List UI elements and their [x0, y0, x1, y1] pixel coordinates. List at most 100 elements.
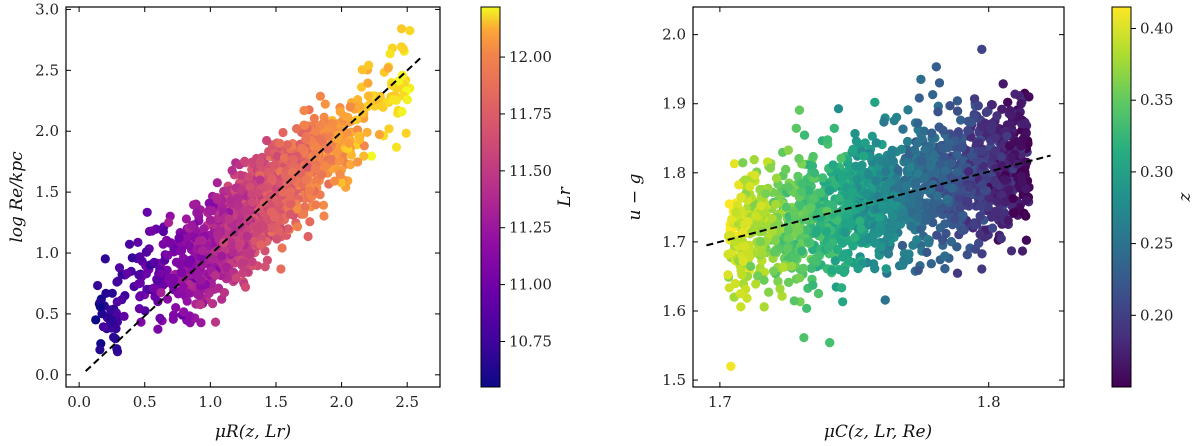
data-point [886, 220, 896, 230]
data-point [952, 96, 963, 106]
data-point [194, 236, 204, 246]
data-point [928, 90, 938, 100]
data-point [300, 202, 310, 212]
data-point [256, 240, 266, 250]
y-tick-label: 0.0 [35, 366, 59, 384]
data-point [920, 145, 930, 155]
data-point [267, 173, 277, 183]
data-point [797, 179, 807, 189]
data-point [186, 265, 196, 275]
data-point [992, 111, 1002, 121]
data-point [388, 95, 398, 105]
data-point [962, 250, 972, 260]
data-point [920, 210, 930, 220]
data-point [1009, 208, 1019, 218]
data-point [964, 182, 974, 192]
right-scatter-plot: 1.7 1.81.51.61.71.81.92.0 μC(z, Lr, Re) u… [625, 6, 1195, 442]
data-point [292, 124, 302, 134]
data-point [832, 244, 843, 255]
data-point [366, 151, 377, 161]
right-colorbar-ticks: 0.200.250.300.350.40 [1131, 20, 1173, 324]
data-point [326, 154, 336, 164]
data-point [888, 211, 898, 221]
data-point [240, 282, 251, 292]
data-point [317, 170, 327, 180]
data-point [838, 297, 848, 307]
data-point [273, 197, 283, 207]
data-point [162, 294, 173, 304]
data-point [870, 97, 880, 107]
data-point [156, 269, 166, 279]
data-point [808, 194, 819, 204]
data-point [355, 101, 365, 111]
data-point [335, 169, 345, 180]
data-point [205, 215, 215, 225]
data-point [963, 126, 973, 136]
data-point [827, 265, 837, 275]
data-point [95, 302, 105, 312]
data-point [987, 100, 997, 110]
data-point [881, 166, 891, 176]
data-point [848, 187, 858, 197]
data-point [957, 142, 967, 153]
data-point [764, 287, 774, 297]
data-point [871, 176, 881, 186]
data-point [265, 191, 275, 201]
data-point [970, 244, 980, 254]
data-point [840, 228, 850, 238]
right-data-points [723, 44, 1034, 371]
data-point [155, 313, 165, 323]
data-point [272, 234, 282, 244]
data-point [750, 170, 760, 180]
data-point [1021, 195, 1032, 205]
data-point [163, 250, 173, 260]
data-point [848, 144, 858, 154]
data-point [903, 105, 913, 115]
y-tick-label: 2.0 [662, 26, 686, 44]
data-point [990, 206, 1001, 217]
data-point [1006, 110, 1016, 120]
data-point [101, 288, 111, 298]
data-point [883, 231, 893, 241]
data-point [345, 160, 356, 170]
data-point [310, 163, 320, 173]
data-point [853, 263, 863, 274]
data-point [756, 201, 766, 211]
data-point [127, 253, 137, 263]
data-point [152, 276, 162, 286]
data-point [910, 178, 920, 188]
data-point [207, 254, 217, 264]
x-tick-label: 1.7 [708, 393, 732, 411]
y-tick-label: 1.6 [662, 302, 686, 320]
data-point [775, 284, 785, 294]
data-point [363, 91, 373, 101]
data-point [856, 168, 866, 178]
data-point [970, 94, 980, 104]
right-x-axis-label: μC(z, Lr, Re) [824, 422, 932, 442]
data-point [304, 186, 315, 196]
data-point [124, 239, 135, 249]
data-point [196, 275, 206, 285]
data-point [285, 191, 295, 201]
data-point [107, 288, 117, 298]
data-point [977, 180, 987, 190]
right-fit-line [706, 154, 1051, 247]
data-point [864, 169, 874, 180]
y-tick-label: 2.5 [35, 61, 59, 79]
data-point [927, 128, 937, 138]
left-colorbar [480, 6, 501, 388]
data-point [177, 268, 187, 278]
data-point [862, 189, 872, 199]
data-point [359, 141, 369, 151]
data-point [850, 232, 860, 243]
data-point [1016, 99, 1026, 109]
data-point [1006, 120, 1016, 130]
data-point [345, 102, 355, 112]
data-point [1018, 134, 1028, 144]
data-point [398, 44, 408, 54]
data-point [759, 302, 769, 312]
colorbar-tick-label: 10.75 [509, 332, 552, 350]
y-tick-label: 1.7 [662, 233, 686, 251]
data-point [905, 163, 916, 173]
right-axis-ticks: 1.7 1.81.51.61.71.81.92.0 [662, 7, 1064, 411]
